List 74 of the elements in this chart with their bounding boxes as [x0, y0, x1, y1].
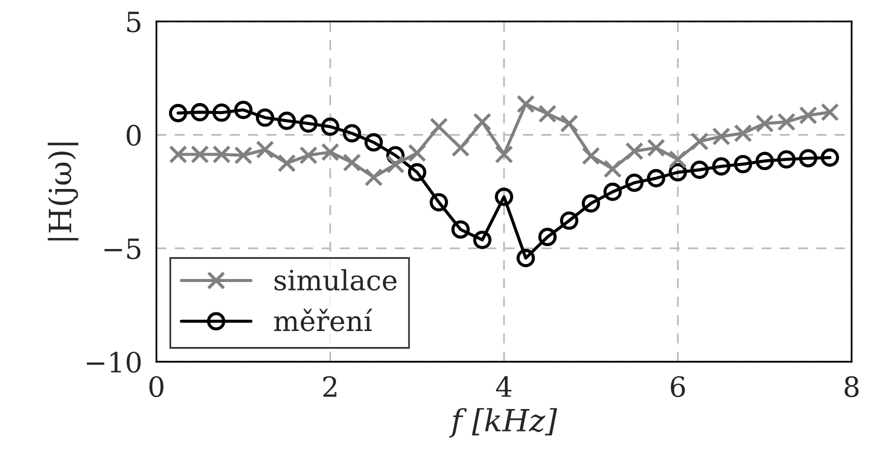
- point: [473, 230, 492, 250]
- point: [756, 152, 774, 170]
- point: [342, 124, 362, 142]
- x-tick-label: 8: [844, 376, 859, 398]
- point: [646, 169, 666, 188]
- point: [560, 114, 578, 133]
- y-tick-label: −5: [104, 238, 140, 260]
- point: [777, 150, 796, 169]
- point: [690, 132, 709, 151]
- point: [538, 228, 557, 246]
- point: [734, 154, 752, 174]
- point: [625, 142, 644, 160]
- point: [690, 160, 709, 179]
- point: [646, 138, 666, 157]
- point: [212, 103, 231, 122]
- point: [408, 163, 426, 182]
- point: [190, 145, 210, 164]
- point: [451, 138, 470, 157]
- point: [234, 100, 252, 120]
- point: [603, 160, 622, 178]
- point: [494, 188, 514, 206]
- point: [712, 157, 730, 176]
- point: [278, 154, 296, 172]
- y-tick-label: −10: [86, 352, 141, 373]
- x-axis-title: f [kHz]: [449, 408, 558, 438]
- point: [364, 133, 383, 152]
- point: [582, 146, 600, 166]
- point: [278, 112, 296, 130]
- point: [712, 127, 730, 146]
- point: [364, 168, 383, 186]
- point: [430, 118, 448, 136]
- point: [625, 174, 644, 192]
- x-tick-label: 4: [496, 376, 512, 397]
- y-axis-title: |H(jω)|: [48, 142, 78, 240]
- point: [516, 94, 535, 114]
- point: [321, 142, 340, 162]
- point: [756, 114, 774, 133]
- point: [256, 108, 274, 127]
- point: [668, 150, 687, 169]
- point: [168, 104, 188, 122]
- point: [799, 106, 818, 125]
- point: [299, 146, 318, 164]
- point: [820, 103, 840, 122]
- point: [190, 103, 210, 122]
- point: [386, 155, 405, 174]
- legend-label: měření: [274, 308, 372, 332]
- point: [408, 144, 426, 162]
- legend-label: simulace: [274, 269, 397, 291]
- point: [799, 149, 818, 168]
- x-tick-label: 2: [323, 376, 336, 397]
- point: [668, 163, 687, 182]
- point: [168, 145, 188, 164]
- point: [256, 140, 274, 159]
- point: [473, 112, 492, 132]
- x-tick-label: 6: [670, 376, 685, 398]
- x-tick-label: 0: [149, 376, 164, 398]
- point: [342, 153, 362, 172]
- point: [777, 112, 796, 132]
- point: [494, 145, 514, 164]
- point: [560, 211, 578, 230]
- point: [430, 193, 448, 212]
- point: [820, 148, 840, 167]
- point: [234, 146, 252, 164]
- point: [299, 114, 318, 133]
- point: [582, 194, 600, 213]
- y-tick-label: 5: [127, 12, 140, 32]
- point: [516, 248, 535, 268]
- point: [603, 182, 622, 201]
- point: [734, 124, 752, 142]
- point: [451, 220, 470, 239]
- y-tick-label: 0: [126, 124, 141, 146]
- point: [212, 145, 231, 164]
- point: [321, 118, 340, 136]
- point: [538, 104, 557, 123]
